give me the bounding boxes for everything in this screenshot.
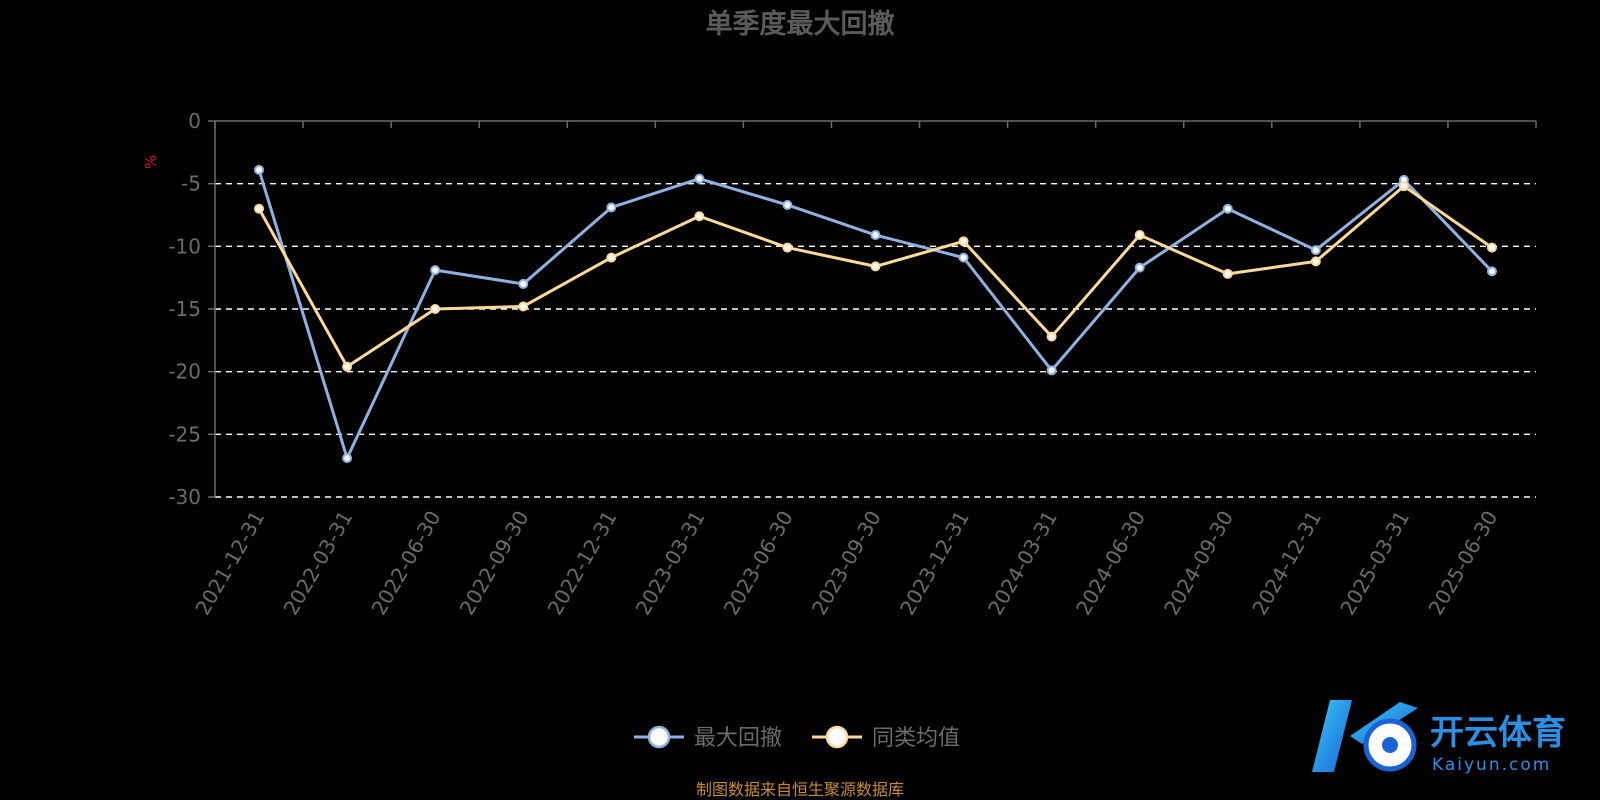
x-tick-label: 2022-06-30	[367, 506, 446, 619]
y-tick-label: -30	[168, 485, 201, 509]
data-point[interactable]	[254, 203, 265, 214]
data-point[interactable]	[254, 164, 265, 175]
data-point[interactable]	[430, 304, 441, 314]
data-point[interactable]	[1310, 245, 1321, 256]
y-tick-label: -5	[181, 172, 201, 196]
soccer-ball-patch	[1382, 737, 1398, 753]
y-tick-label: -15	[168, 297, 201, 321]
data-point[interactable]	[694, 173, 705, 184]
data-point[interactable]	[342, 361, 353, 372]
x-tick-label: 2023-06-30	[719, 507, 798, 620]
x-tick-label: 2023-03-31	[631, 507, 710, 620]
data-point[interactable]	[1046, 365, 1057, 376]
data-point[interactable]	[1134, 262, 1145, 273]
x-tick-label: 2024-03-31	[983, 507, 1062, 620]
series-2	[254, 181, 1497, 372]
data-point[interactable]	[1222, 203, 1233, 214]
data-point[interactable]	[870, 261, 881, 272]
data-point[interactable]	[958, 236, 969, 247]
data-point[interactable]	[870, 230, 881, 241]
legend-item[interactable]: 最大回撤	[634, 725, 782, 751]
series-line	[257, 169, 1494, 460]
data-point[interactable]	[958, 252, 969, 263]
series-lines	[254, 164, 1497, 464]
y-tick-label: -20	[168, 360, 201, 384]
data-point[interactable]	[1222, 268, 1233, 279]
logo-brand-en: Kaiyun.com	[1432, 755, 1551, 775]
legend-swatch-marker	[825, 725, 849, 749]
legend-item[interactable]: 同类均值	[812, 725, 960, 751]
data-point[interactable]	[342, 453, 353, 464]
logo-k-shape	[1312, 700, 1352, 772]
data-point[interactable]	[782, 242, 793, 253]
source-note: 制图数据来自恒生聚源数据库	[696, 780, 904, 799]
legend-label: 同类均值	[872, 726, 960, 751]
x-tick-label: 2024-12-31	[1247, 507, 1326, 620]
x-tick-label: 2023-09-30	[807, 507, 886, 620]
legend[interactable]: 最大回撤 同类均值	[634, 725, 960, 751]
data-point[interactable]	[1310, 256, 1321, 267]
legend-label: 最大回撤	[694, 726, 782, 751]
x-tick-labels: 2021-12-31 2022-03-31 2022-06-30 2022-09-30…	[190, 506, 1502, 619]
x-tick-label: 2022-09-30	[455, 507, 534, 620]
data-point[interactable]	[1398, 181, 1409, 192]
data-point[interactable]	[1486, 242, 1497, 253]
data-point[interactable]	[606, 252, 617, 263]
chart-title: 单季度最大回撤	[706, 8, 895, 40]
data-point[interactable]	[518, 278, 529, 289]
data-point[interactable]	[606, 202, 617, 213]
data-point[interactable]	[1134, 230, 1145, 241]
watermark-logo: 开云体育 Kaiyun.com	[1312, 700, 1566, 775]
y-tick-labels: 0 -5 -10 -15 -20 -25 -30	[168, 109, 201, 509]
data-point[interactable]	[782, 199, 793, 210]
data-point[interactable]	[1046, 331, 1057, 342]
series-1	[254, 164, 1497, 464]
legend-swatch-marker	[647, 725, 671, 749]
x-tick-label: 2023-12-31	[895, 507, 974, 620]
y-tick-label: -25	[168, 422, 201, 446]
x-tick-label: 2025-03-31	[1335, 507, 1414, 620]
y-tick-label: -10	[168, 234, 201, 258]
x-tick-label: 2024-06-30	[1071, 507, 1150, 620]
data-point[interactable]	[1486, 266, 1497, 277]
x-tick-label: 2022-03-31	[279, 507, 358, 620]
data-point[interactable]	[694, 211, 705, 222]
y-axis-unit: %	[142, 155, 160, 169]
x-tick-label: 2021-12-31	[190, 507, 269, 620]
logo-brand-cn: 开云体育	[1430, 713, 1566, 753]
data-point[interactable]	[518, 301, 529, 312]
y-tick-label: 0	[188, 109, 201, 133]
data-point[interactable]	[430, 265, 441, 276]
series-line	[257, 184, 1493, 369]
x-tick-label: 2022-12-31	[543, 507, 622, 620]
axes	[208, 120, 1537, 498]
x-tick-label: 2025-06-30	[1423, 507, 1502, 620]
x-tick-label: 2024-09-30	[1159, 507, 1238, 620]
